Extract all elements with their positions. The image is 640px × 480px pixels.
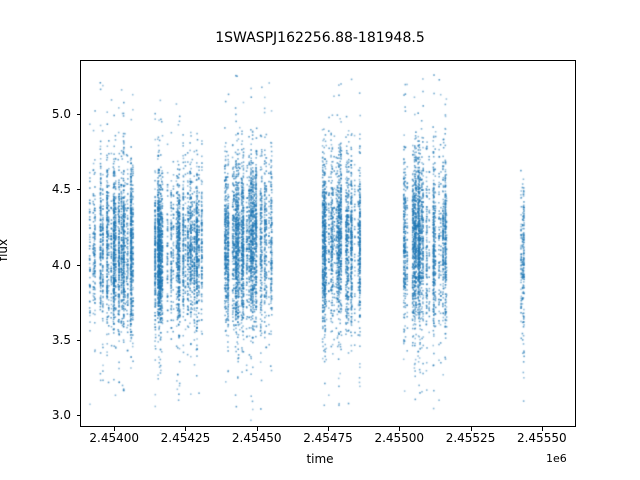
y-tick-mark	[76, 189, 80, 191]
y-tick-mark	[76, 264, 80, 266]
x-tick-mark	[399, 427, 401, 431]
y-tick-label: 5.0	[51, 107, 71, 122]
x-tick-mark	[328, 427, 329, 431]
y-tick-mark	[76, 114, 80, 116]
scatter-points-layer	[81, 61, 575, 426]
y-tick-label: 3.5	[51, 332, 71, 347]
x-tick-mark	[185, 427, 187, 431]
x-tick-label: 2.45400	[89, 431, 140, 445]
x-tick-label: 2.45550	[516, 431, 567, 445]
y-tick-mark	[76, 339, 80, 341]
plot-axes	[80, 60, 576, 427]
x-tick-label: 2.45450	[231, 431, 282, 445]
x-tick-label: 2.45525	[445, 431, 496, 445]
y-tick-mark	[76, 414, 80, 416]
x-axis-offset-text: 1e6	[546, 452, 567, 465]
y-tick-label: 3.0	[51, 407, 71, 422]
x-tick-mark	[541, 427, 543, 431]
y-axis-label: flux	[0, 238, 11, 262]
x-tick-label: 2.45500	[374, 431, 425, 445]
x-tick-label: 2.45425	[160, 431, 211, 445]
x-tick-label: 2.45475	[303, 431, 353, 445]
x-tick-mark	[256, 427, 258, 431]
y-tick-label: 4.0	[51, 257, 71, 272]
x-tick-mark	[114, 427, 116, 431]
page-title: 1SWASPJ162256.88-181948.5	[215, 30, 425, 46]
y-tick-label: 4.5	[51, 182, 71, 197]
x-axis-label: time	[306, 452, 334, 466]
x-tick-mark	[470, 427, 472, 431]
